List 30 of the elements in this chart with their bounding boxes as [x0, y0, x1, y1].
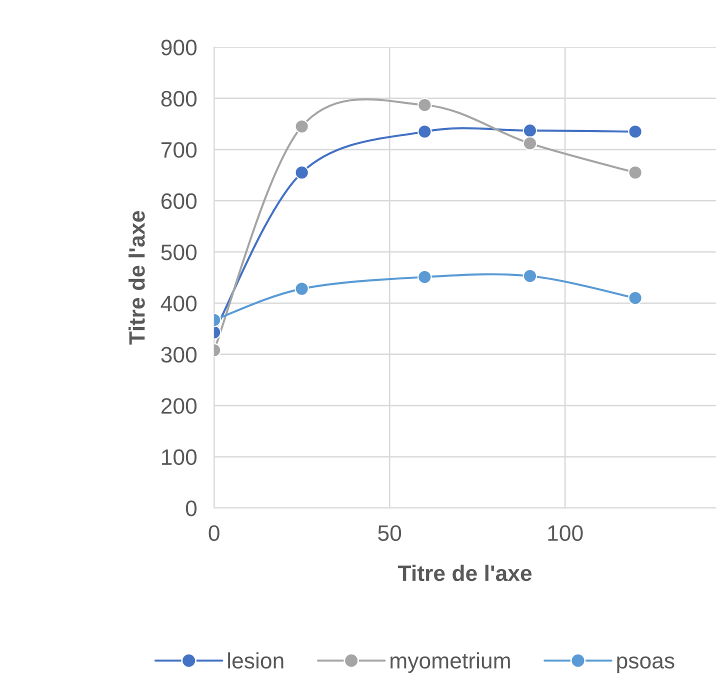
x-tick-label: 100 [548, 525, 583, 541]
legend-label: myometrium [390, 652, 510, 673]
y-tick-label: 700 [161, 142, 197, 158]
x-tick-label: 50 [378, 525, 402, 541]
point [522, 136, 538, 151]
y-tick-label: 400 [160, 296, 197, 312]
y-tick-label: 600 [161, 193, 197, 210]
legend-label: psoas [617, 656, 674, 673]
x-axis-title: Titre de l'axe [398, 564, 532, 582]
point [294, 282, 309, 296]
y-tick-label: 100 [162, 449, 197, 466]
point [628, 290, 642, 306]
point [418, 98, 432, 112]
y-tick-label: 500 [161, 244, 197, 260]
y-tick-label: 300 [161, 346, 197, 363]
point [522, 268, 538, 284]
point [522, 123, 538, 138]
y-axis-title: Titre de l'axe [128, 211, 145, 345]
y-tick-label: 0 [186, 500, 197, 516]
point [628, 124, 642, 139]
legend-label: lesion [228, 652, 284, 669]
y-tick-label: 800 [161, 90, 197, 107]
x-tick-label: 0 [208, 525, 220, 541]
point [628, 165, 642, 180]
point [418, 270, 432, 284]
y-tick-label: 200 [161, 398, 197, 414]
point [418, 124, 432, 139]
y-tick-label: 900 [161, 40, 197, 56]
point [294, 119, 309, 134]
point [294, 165, 309, 180]
